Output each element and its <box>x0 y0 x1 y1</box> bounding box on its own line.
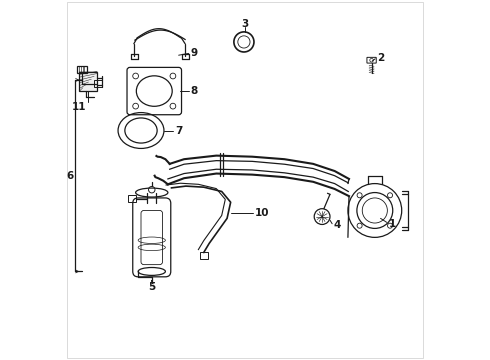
Text: 1: 1 <box>389 219 396 229</box>
Text: 8: 8 <box>191 86 198 96</box>
Text: 7: 7 <box>175 126 182 135</box>
Text: 9: 9 <box>191 48 197 58</box>
Text: 6: 6 <box>67 171 74 181</box>
Text: 3: 3 <box>242 19 248 29</box>
Text: 11: 11 <box>72 102 87 112</box>
Text: 4: 4 <box>334 220 342 230</box>
Text: 10: 10 <box>255 208 269 218</box>
Text: 5: 5 <box>148 282 155 292</box>
FancyBboxPatch shape <box>79 72 97 91</box>
Text: 2: 2 <box>377 53 384 63</box>
